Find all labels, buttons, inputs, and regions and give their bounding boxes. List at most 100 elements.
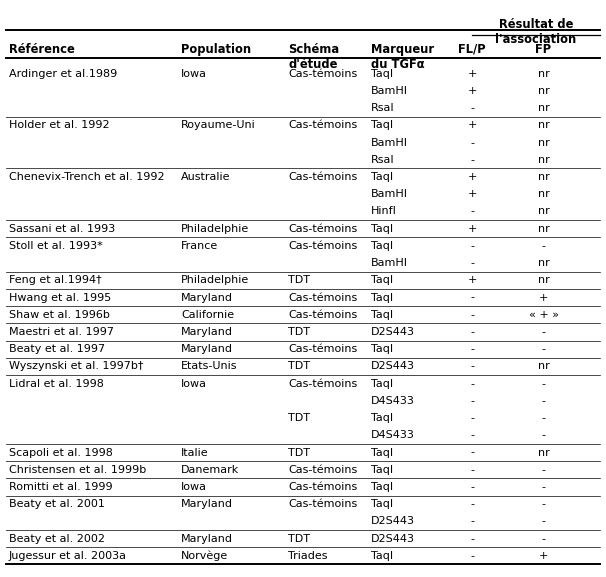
Text: Schéma
d'étude: Schéma d'étude [288,43,339,70]
Text: -: - [542,241,545,251]
Text: Cas-témoins: Cas-témoins [288,293,358,302]
Text: Feng et al.1994†: Feng et al.1994† [9,275,102,286]
Text: +: + [468,275,477,286]
Text: D4S433: D4S433 [371,430,415,440]
Text: -: - [470,379,474,389]
Text: Holder et al. 1992: Holder et al. 1992 [9,121,110,130]
Text: Hwang et al. 1995: Hwang et al. 1995 [9,293,112,302]
Text: -: - [470,327,474,337]
Text: TDT: TDT [288,413,310,423]
Text: Shaw et al. 1996b: Shaw et al. 1996b [9,310,110,320]
Text: Californie: Californie [181,310,235,320]
Text: Marqueur
du TGFα: Marqueur du TGFα [371,43,435,70]
Text: « + »: « + » [528,310,559,320]
Text: D4S433: D4S433 [371,396,415,406]
Text: TDT: TDT [288,361,310,372]
Text: BamHI: BamHI [371,86,408,96]
Text: Cas-témoins: Cas-témoins [288,224,358,234]
Text: Beaty et al. 1997: Beaty et al. 1997 [9,344,105,354]
Text: Jugessur et al. 2003a: Jugessur et al. 2003a [9,551,127,561]
Text: Danemark: Danemark [181,464,239,475]
Text: Italie: Italie [181,448,209,458]
Text: nr: nr [538,172,550,182]
Text: nr: nr [538,207,550,216]
Text: -: - [542,327,545,337]
Text: Cas-témoins: Cas-témoins [288,464,358,475]
Text: Norvège: Norvège [181,550,228,561]
Text: -: - [470,516,474,526]
Text: TaqI: TaqI [371,275,393,286]
Text: -: - [542,396,545,406]
Text: -: - [470,361,474,372]
Text: nr: nr [538,258,550,268]
Text: TaqI: TaqI [371,413,393,423]
Text: HinfI: HinfI [371,207,397,216]
Text: Maryland: Maryland [181,293,233,302]
Text: Maestri et al. 1997: Maestri et al. 1997 [9,327,114,337]
Text: Christensen et al. 1999b: Christensen et al. 1999b [9,464,146,475]
Text: -: - [542,482,545,492]
Text: Scapoli et al. 1998: Scapoli et al. 1998 [9,448,113,458]
Text: TaqI: TaqI [371,172,393,182]
Text: nr: nr [538,361,550,372]
Text: nr: nr [538,189,550,199]
Text: -: - [470,155,474,165]
Text: -: - [542,516,545,526]
Text: -: - [470,534,474,544]
Text: -: - [542,344,545,354]
Text: TDT: TDT [288,448,310,458]
Text: Cas-témoins: Cas-témoins [288,121,358,130]
Text: D2S443: D2S443 [371,534,415,544]
Text: Cas-témoins: Cas-témoins [288,310,358,320]
Text: TDT: TDT [288,275,310,286]
Text: TaqI: TaqI [371,69,393,78]
Text: +: + [539,293,548,302]
Text: -: - [542,379,545,389]
Text: +: + [468,224,477,234]
Text: D2S443: D2S443 [371,327,415,337]
Text: Romitti et al. 1999: Romitti et al. 1999 [9,482,113,492]
Text: Population: Population [181,43,251,55]
Text: Iowa: Iowa [181,482,207,492]
Text: -: - [542,413,545,423]
Text: TaqI: TaqI [371,293,393,302]
Text: nr: nr [538,155,550,165]
Text: Maryland: Maryland [181,327,233,337]
Text: Cas-témoins: Cas-témoins [288,482,358,492]
Text: -: - [470,464,474,475]
Text: -: - [470,551,474,561]
Text: nr: nr [538,69,550,78]
Text: Iowa: Iowa [181,69,207,78]
Text: RsaI: RsaI [371,103,395,113]
Text: D2S443: D2S443 [371,361,415,372]
Text: +: + [468,189,477,199]
Text: Maryland: Maryland [181,499,233,509]
Text: Cas-témoins: Cas-témoins [288,344,358,354]
Text: +: + [468,69,477,78]
Text: TaqI: TaqI [371,551,393,561]
Text: Cas-témoins: Cas-témoins [288,379,358,389]
Text: +: + [539,551,548,561]
Text: nr: nr [538,138,550,148]
Text: TaqI: TaqI [371,499,393,509]
Text: Triades: Triades [288,551,328,561]
Text: TaqI: TaqI [371,310,393,320]
Text: TaqI: TaqI [371,241,393,251]
Text: -: - [470,258,474,268]
Text: -: - [470,499,474,509]
Text: nr: nr [538,86,550,96]
Text: Sassani et al. 1993: Sassani et al. 1993 [9,224,115,234]
Text: Cas-témoins: Cas-témoins [288,241,358,251]
Text: FL/P: FL/P [459,43,486,55]
Text: -: - [470,430,474,440]
Text: +: + [468,172,477,182]
Text: Beaty et al. 2001: Beaty et al. 2001 [9,499,105,509]
Text: -: - [470,310,474,320]
Text: nr: nr [538,448,550,458]
Text: Maryland: Maryland [181,344,233,354]
Text: Australie: Australie [181,172,231,182]
Text: Philadelphie: Philadelphie [181,224,250,234]
Text: nr: nr [538,275,550,286]
Text: Lidral et al. 1998: Lidral et al. 1998 [9,379,104,389]
Text: nr: nr [538,103,550,113]
